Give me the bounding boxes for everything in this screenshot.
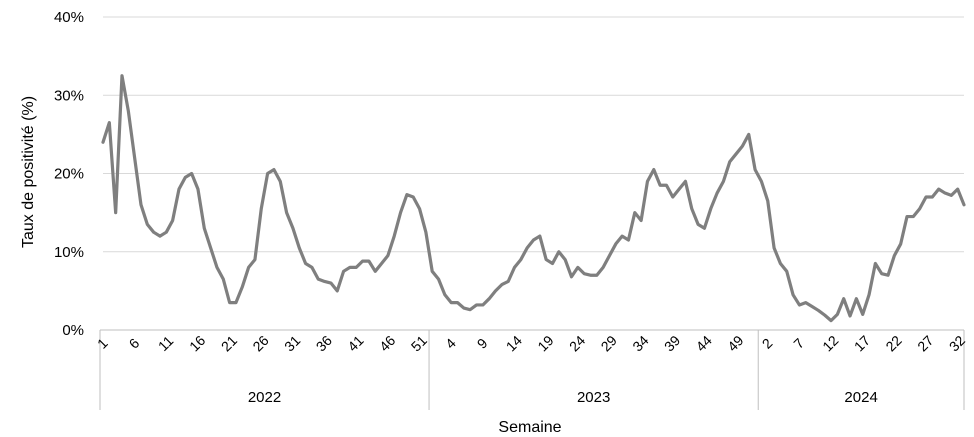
x-tick-label: 41 xyxy=(344,332,366,354)
x-tick-label: 36 xyxy=(313,332,335,354)
x-tick-label: 31 xyxy=(281,332,303,354)
series-layer xyxy=(101,74,966,323)
x-tick-label: 11 xyxy=(155,332,177,354)
y-tick-label: 40% xyxy=(54,9,84,26)
y-tick-label: 10% xyxy=(54,244,84,261)
x-tick-label: 12 xyxy=(819,332,841,354)
y-tick-label: 0% xyxy=(62,322,84,339)
x-tick-label: 39 xyxy=(661,332,683,354)
x-tick-label: 49 xyxy=(724,332,746,354)
year-group-label: 2022 xyxy=(248,389,281,406)
x-tick-label: 6 xyxy=(126,335,143,352)
y-axis-title: Taux de positivité (%) xyxy=(20,96,37,248)
year-group-label: 2024 xyxy=(844,389,877,406)
x-tick-label: 34 xyxy=(629,332,651,354)
x-tick-label: 24 xyxy=(566,332,588,354)
x-tick-label: 9 xyxy=(474,335,491,352)
year-group-labels: 2022 2023 2024 xyxy=(248,389,878,406)
x-tick-label: 4 xyxy=(442,335,459,352)
y-axis-tick-labels: 0% 10% 20% 30% 40% xyxy=(54,9,84,339)
x-tick-label: 14 xyxy=(503,332,525,354)
x-tick-label: 32 xyxy=(946,332,968,354)
x-axis xyxy=(99,329,965,410)
y-tick-label: 30% xyxy=(54,87,84,104)
x-tick-label: 17 xyxy=(851,332,873,354)
gridlines xyxy=(103,16,964,253)
x-tick-label: 19 xyxy=(534,332,556,354)
x-tick-label: 46 xyxy=(376,332,398,354)
x-tick-label: 1 xyxy=(94,335,111,352)
x-tick-label: 26 xyxy=(249,332,271,354)
x-tick-label: 29 xyxy=(598,332,620,354)
x-tick-label: 27 xyxy=(914,332,936,354)
x-tick-label: 44 xyxy=(693,332,715,354)
x-tick-label: 7 xyxy=(790,335,807,352)
year-group-label: 2023 xyxy=(577,389,610,406)
x-tick-label: 21 xyxy=(218,332,240,354)
x-tick-label: 16 xyxy=(186,332,208,354)
x-axis-title: Semaine xyxy=(498,419,561,436)
x-tick-label: 2 xyxy=(759,335,776,352)
x-tick-label: 51 xyxy=(408,332,430,354)
x-tick-label: 22 xyxy=(882,332,904,354)
series-line xyxy=(101,74,966,323)
x-axis-tick-labels: 1 6 11 16 21 26 31 36 41 46 51 4 9 14 19 24 29 34 39 44 49 2 7… xyxy=(94,332,968,354)
y-tick-label: 20% xyxy=(54,166,84,183)
